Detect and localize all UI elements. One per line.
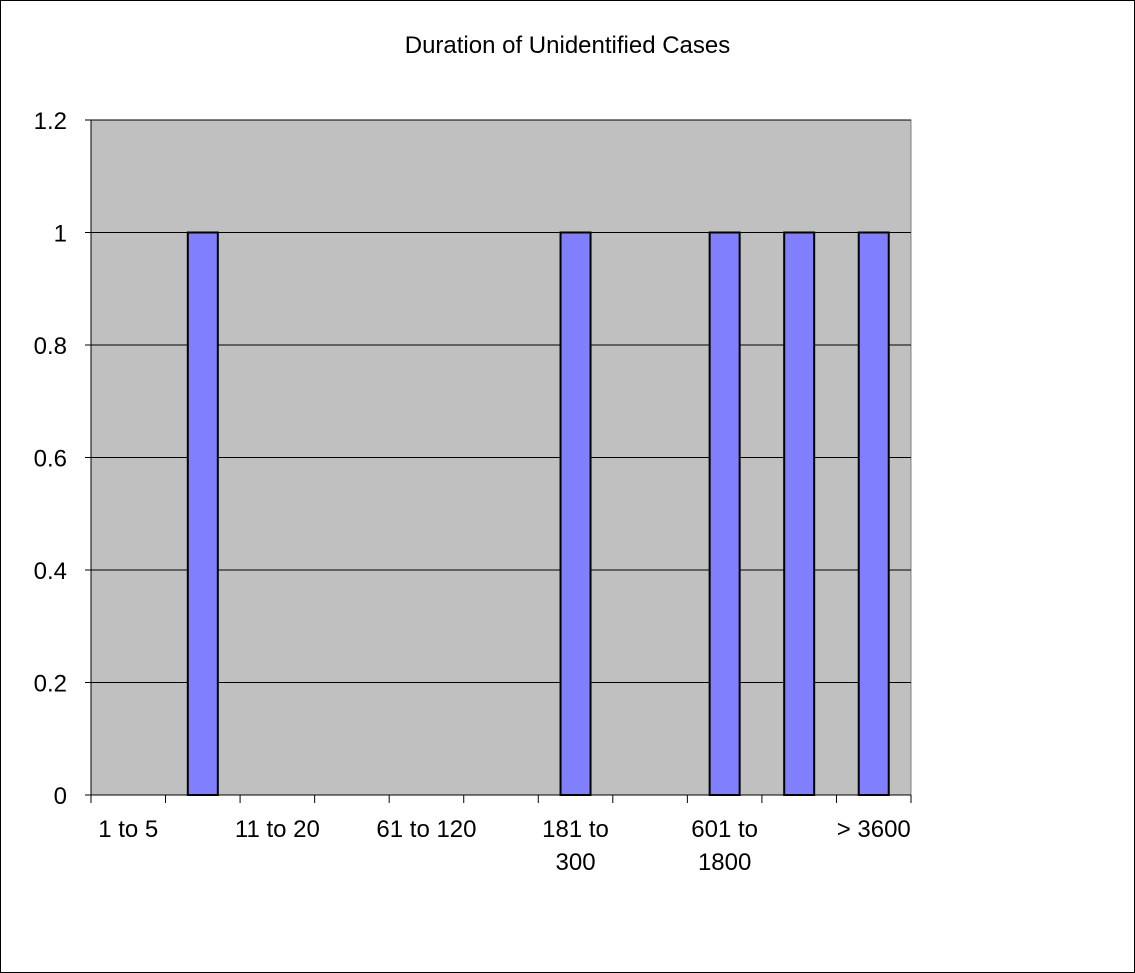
y-tick-label: 0.4: [34, 558, 67, 585]
bar: [783, 231, 816, 796]
y-tick-label: 0.6: [34, 446, 67, 473]
axes: [90, 120, 912, 803]
y-tick-label: 1: [54, 221, 67, 248]
y-tick-label: 0.2: [34, 671, 67, 698]
chart-title: Duration of Unidentified Cases: [404, 32, 731, 59]
y-tick-label: 0.8: [34, 333, 67, 360]
y-tick-label: 0: [54, 783, 67, 810]
gridlines: [85, 119, 911, 796]
y-tick-label: 1.2: [34, 108, 67, 135]
bar: [708, 231, 741, 796]
x-tick-label: 11 to 20: [235, 816, 320, 843]
bar: [857, 231, 890, 796]
y-tick-labels: 0 0.2 0.4 0.6 0.8 1 1.2: [34, 108, 67, 810]
bars: [186, 231, 890, 796]
bar: [186, 231, 219, 796]
x-tick-label: 61 to 120: [376, 816, 476, 843]
x-tick-label: 601 to 1800: [691, 816, 758, 876]
x-tick-labels: 1 to 5 11 to 20 61 to 120 181 to 300 601 to 18…: [98, 816, 911, 876]
x-tick-label: 1 to 5: [98, 816, 158, 843]
bar: [559, 231, 592, 796]
x-tick-label: > 3600: [837, 816, 911, 843]
x-tick-label: 181 to 300: [542, 816, 609, 876]
